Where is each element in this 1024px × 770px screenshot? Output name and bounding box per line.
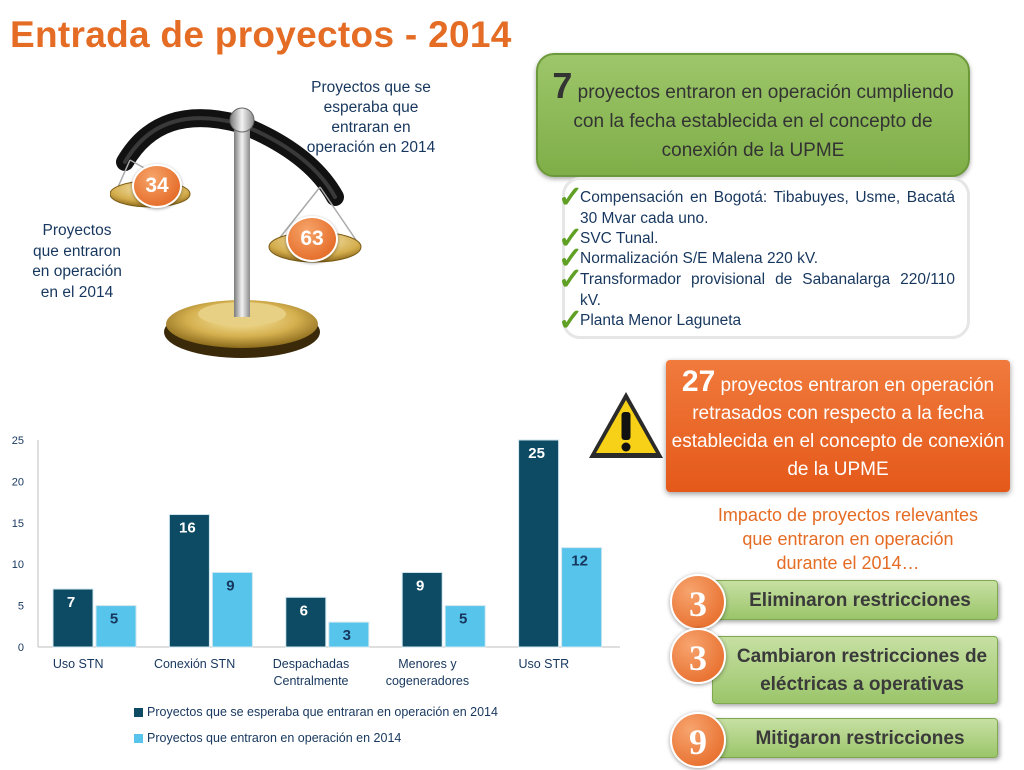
checkmark-icon: ✓ bbox=[558, 242, 584, 275]
delayed-summary-box: 27 proyectos entraron en operación retra… bbox=[666, 360, 1010, 492]
delayed-count: 27 bbox=[681, 365, 716, 398]
expected-value-badge: 63 bbox=[286, 216, 338, 262]
bar-value-label: 7 bbox=[67, 594, 75, 611]
bar-expected bbox=[401, 571, 443, 648]
list-item: ✓ Transformador provisional de Sabanalarg… bbox=[558, 263, 955, 309]
bar-entered bbox=[95, 605, 137, 648]
bar-value-label: 9 bbox=[416, 577, 424, 594]
list-item: ✓ Normalización S/E Malena 220 kV. bbox=[558, 242, 819, 275]
page-title: Entrada de proyectos - 2014 bbox=[10, 14, 512, 55]
expected-value: 63 bbox=[300, 227, 324, 250]
x-tick-label: cogeneradores bbox=[386, 674, 469, 688]
legend-swatch-expected bbox=[134, 708, 143, 718]
list-item: ✓ Compensación en Bogotá: Tibabuyes, Usme… bbox=[558, 181, 955, 227]
bar-entered bbox=[561, 547, 603, 648]
projects-bar-chart: 0 5 10 15 20 25 7 5 Uso STN 16 9 Conexión STN 6 3 Desp… bbox=[12, 435, 620, 688]
legend-item-entered: Proyectos que entraron en operación en 2… bbox=[134, 731, 401, 745]
bar-expected bbox=[52, 588, 94, 648]
entered-value-badge: 34 bbox=[132, 164, 182, 208]
bar-entered bbox=[328, 621, 370, 648]
list-item: ✓ SVC Tunal. bbox=[558, 222, 659, 255]
impact-count-badge: 3 bbox=[670, 574, 726, 630]
entered-value: 34 bbox=[145, 174, 169, 197]
bar-value-label: 16 bbox=[179, 520, 196, 537]
delayed-text: proyectos entraron en operación retrasad… bbox=[671, 375, 1005, 480]
bar-expected bbox=[518, 439, 560, 648]
bar-expected bbox=[285, 596, 327, 648]
bar-value-label: 9 bbox=[226, 577, 234, 594]
bar-entered bbox=[211, 571, 253, 648]
label-expected-projects: Proyectos que se esperaba que entraran e… bbox=[306, 79, 436, 156]
y-tick-label: 10 bbox=[12, 559, 24, 571]
y-tick-label: 25 bbox=[12, 435, 24, 447]
y-tick-label: 5 bbox=[18, 601, 24, 613]
x-tick-label: Menores y bbox=[398, 657, 457, 671]
y-tick-label: 20 bbox=[12, 476, 24, 488]
y-tick-label: 15 bbox=[12, 518, 24, 530]
checkmark-icon: ✓ bbox=[558, 304, 584, 337]
impact-title: Impacto de proyectos relevantes que entr… bbox=[717, 505, 979, 573]
bar-value-label: 25 bbox=[528, 445, 545, 462]
bar-value-label: 3 bbox=[343, 627, 351, 644]
x-tick-label: Uso STR bbox=[518, 657, 569, 671]
label-entered-projects: Proyectos que entraron en operación en e… bbox=[32, 222, 122, 301]
impact-item-mitigated: Mitigaron restricciones bbox=[712, 718, 998, 758]
bar-value-label: 5 bbox=[459, 611, 467, 628]
x-tick-label: Despachadas bbox=[273, 657, 349, 671]
on-time-count: 7 bbox=[552, 65, 573, 106]
on-time-text: proyectos entraron en operación cumplien… bbox=[573, 82, 954, 161]
legend-item-expected: Proyectos que se esperaba que entraran e… bbox=[134, 705, 498, 719]
list-item: ✓ Planta Menor Laguneta bbox=[558, 304, 742, 337]
bar-entered bbox=[444, 605, 486, 648]
impact-count-badge: 3 bbox=[670, 628, 726, 684]
on-time-project-list: ✓ Compensación en Bogotá: Tibabuyes, Usme… bbox=[558, 177, 970, 339]
bar-expected bbox=[168, 514, 210, 648]
legend-swatch-entered bbox=[134, 734, 143, 744]
bar-value-label: 6 bbox=[300, 602, 308, 619]
bar-value-label: 5 bbox=[110, 611, 118, 628]
x-tick-label: Centralmente bbox=[273, 674, 348, 688]
impact-item-changed: Cambiaron restricciones de eléctricas a … bbox=[712, 636, 998, 704]
warning-icon bbox=[589, 392, 663, 458]
y-tick-label: 0 bbox=[18, 642, 24, 654]
impact-count-badge: 9 bbox=[670, 712, 726, 768]
on-time-summary-box: 7 proyectos entraron en operación cumpli… bbox=[536, 53, 970, 177]
checkmark-icon: ✓ bbox=[558, 222, 584, 255]
x-tick-label: Conexión STN bbox=[154, 657, 235, 671]
bar-value-label: 12 bbox=[571, 553, 588, 570]
checkmark-icon: ✓ bbox=[558, 181, 584, 214]
checkmark-icon: ✓ bbox=[558, 263, 584, 296]
x-tick-label: Uso STN bbox=[53, 657, 104, 671]
impact-item-eliminated: Eliminaron restricciones bbox=[712, 580, 998, 620]
